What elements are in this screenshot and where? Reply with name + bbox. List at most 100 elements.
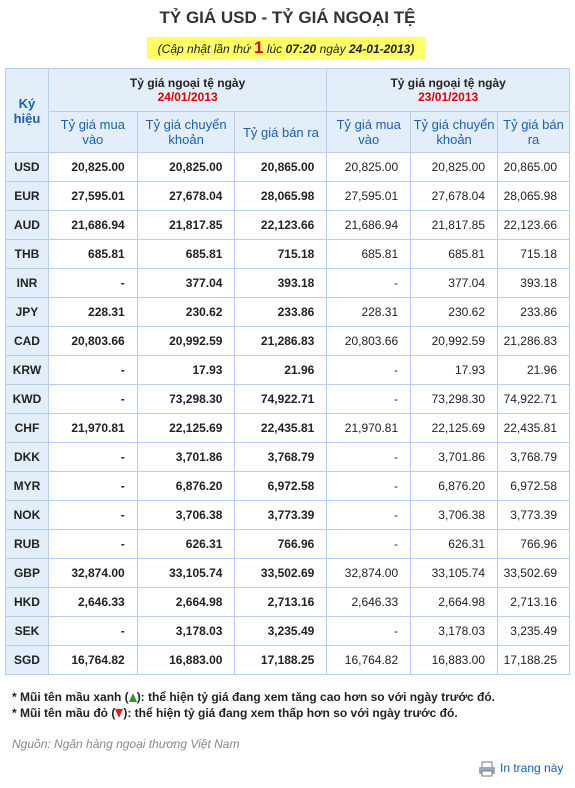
column-header: Tỷ giá bán ra [497, 111, 570, 153]
rate-cell: - [326, 442, 412, 472]
rate-cell: - [47, 384, 138, 414]
currency-code: CAD [5, 326, 49, 356]
rate-table: Ký hiệu Tỷ giá ngoại tệ ngày 24/01/2013 Tỷ … [5, 68, 570, 675]
column-header: Tỷ giá mua vào [326, 111, 412, 153]
rate-row: DKK -3,701.86 3,768.79-3,701.86 3,768.79 [5, 442, 570, 472]
rate-cell: 3,701.86 [136, 442, 236, 472]
rate-cell: - [47, 616, 138, 646]
rate-cell: - [326, 471, 412, 501]
note: * Mũi tên mầu đỏ (): thể hiện tỷ giá đan… [12, 705, 495, 721]
rate-cell: 17,188.25 [234, 645, 328, 675]
rate-cell: 16,764.82 [47, 645, 138, 675]
rate-cell: 626.31 [136, 529, 236, 559]
rate-cell: 2,646.33 [47, 587, 138, 617]
rate-cell: 377.04 [410, 268, 498, 298]
rate-cell: 3,701.86 [410, 442, 498, 472]
rate-cell: 20,825.00 [410, 152, 498, 182]
currency-code: NOK [5, 500, 49, 530]
rate-cell: 3,706.38 [410, 500, 498, 530]
rate-cell: 20,992.59 [410, 326, 498, 356]
update-count: 1 [254, 38, 264, 57]
currency-code: JPY [5, 297, 49, 327]
rate-cell: 17.93 [410, 355, 498, 385]
rate-cell: 2,713.16 [234, 587, 328, 617]
rate-cell: 685.81 [326, 239, 412, 269]
rate-row: AUD 21,686.94 21,817.85 22,123.66 21,686.94 2… [5, 210, 570, 240]
arrow-down-icon [115, 709, 124, 719]
currency-code: SEK [5, 616, 49, 646]
subheader-row: Tỷ giá mua vào Tỷ giá chuyển khoản Tỷ giá … [6, 111, 570, 153]
print-text[interactable]: In trang này [500, 761, 564, 776]
rate-row: SGD 16,764.82 16,883.00 17,188.25 16,764.82 1… [5, 645, 570, 675]
column-header: Tỷ giá mua vào [47, 111, 138, 153]
rate-cell: 20,825.00 [47, 152, 138, 182]
rate-cell: 32,874.00 [47, 558, 138, 588]
rate-cell: - [47, 355, 138, 385]
rate-cell: 33,502.69 [497, 558, 570, 588]
rate-cell: 377.04 [136, 268, 236, 298]
rate-cell: 22,435.81 [234, 413, 328, 443]
rate-row: KWD -73,298.30 74,922.71-73,298.30 74,922.7… [5, 384, 570, 414]
currency-code: USD [5, 152, 49, 182]
rate-cell: - [326, 355, 412, 385]
group-label: Tỷ giá ngoại tệ ngày [390, 76, 506, 90]
currency-code: KRW [5, 355, 49, 385]
note-text: * Mũi tên mầu xanh ( [12, 690, 129, 704]
currency-code: CHF [5, 413, 49, 443]
rate-cell: 3,178.03 [410, 616, 498, 646]
update-text: ngày [319, 42, 346, 56]
rate-cell: 74,922.71 [497, 384, 570, 414]
currency-code: RUB [5, 529, 49, 559]
note-text: ): thể hiện tỷ giá đang xem tăng cao hơn… [136, 690, 496, 704]
rate-cell: 17.93 [136, 355, 236, 385]
rate-cell: 3,773.39 [497, 500, 570, 530]
rate-cell: 685.81 [136, 239, 236, 269]
rate-cell: 16,883.00 [136, 645, 236, 675]
currency-code: EUR [5, 181, 49, 211]
print-link[interactable]: In trang này [478, 761, 563, 777]
rate-cell: 20,803.66 [47, 326, 138, 356]
rate-cell: - [47, 500, 138, 530]
rate-cell: - [326, 384, 412, 414]
rate-cell: 22,123.66 [497, 210, 570, 240]
currency-code: AUD [5, 210, 49, 240]
rate-cell: 21,286.83 [497, 326, 570, 356]
rate-cell: 228.31 [47, 297, 138, 327]
note-text: * Mũi tên mầu đỏ ( [12, 706, 116, 720]
rate-cell: 393.18 [234, 268, 328, 298]
rate-cell: 20,865.00 [234, 152, 328, 182]
rate-cell: 21,817.85 [410, 210, 498, 240]
rate-cell: 33,105.74 [136, 558, 236, 588]
rate-cell: 393.18 [497, 268, 570, 298]
rate-cell: 16,883.00 [410, 645, 498, 675]
rate-cell: 766.96 [497, 529, 570, 559]
update-time: 07:20 [285, 42, 317, 56]
rate-cell: 33,105.74 [410, 558, 498, 588]
rate-row: HKD 2,646.33 2,664.98 2,713.16 2,646.33 2,664… [5, 587, 570, 617]
rate-cell: 27,595.01 [47, 181, 138, 211]
rate-cell: 21.96 [234, 355, 328, 385]
rate-cell: 74,922.71 [234, 384, 328, 414]
column-header: Tỷ giá chuyển khoản [136, 111, 236, 153]
rate-cell: 21,686.94 [326, 210, 412, 240]
rate-cell: 233.86 [234, 297, 328, 327]
rate-row: NOK -3,706.38 3,773.39-3,706.38 3,773.39 [5, 500, 570, 530]
printer-icon [479, 761, 495, 777]
rate-row: CAD 20,803.66 20,992.59 21,286.83 20,803.66 2… [5, 326, 570, 356]
currency-code: DKK [5, 442, 49, 472]
notes: * Mũi tên mầu xanh ( ): thể hiện tỷ giá đ… [12, 689, 495, 721]
currency-code: MYR [5, 471, 49, 501]
rate-row: SEK -3,178.03 3,235.49-3,178.03 3,235.49 [5, 616, 570, 646]
rate-cell: 20,803.66 [326, 326, 412, 356]
rate-cell: 230.62 [136, 297, 236, 327]
rate-cell: 16,764.82 [326, 645, 412, 675]
rate-cell: - [326, 616, 412, 646]
rate-cell: 3,768.79 [497, 442, 570, 472]
rate-cell: 21,686.94 [47, 210, 138, 240]
rate-cell: 21,286.83 [234, 326, 328, 356]
rate-cell: 715.18 [497, 239, 570, 269]
rate-row: THB 685.81 685.81 715.18 685.81 685.81 715.18 [5, 239, 570, 269]
currency-code: THB [5, 239, 49, 269]
rate-cell: 22,125.69 [136, 413, 236, 443]
rate-cell: 715.18 [234, 239, 328, 269]
